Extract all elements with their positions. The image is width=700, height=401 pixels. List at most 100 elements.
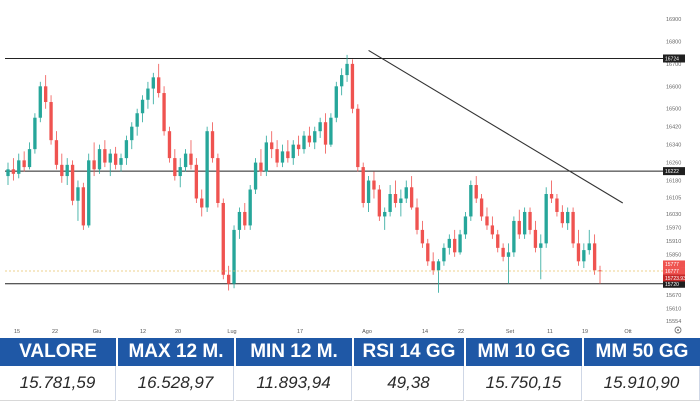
candle-body [517, 220, 521, 235]
price-tag [663, 267, 685, 275]
candle-body [356, 108, 360, 168]
candle-body [189, 153, 193, 165]
candle-body [205, 131, 209, 208]
candle-body [539, 243, 543, 248]
candle-body [92, 160, 96, 170]
candle-body [485, 216, 489, 226]
candle-body [17, 160, 21, 174]
candle-body [183, 153, 188, 168]
candle-body [426, 243, 430, 262]
candle-body [533, 229, 538, 248]
candlestick-chart: 1555415610156701573015790158501591015970… [5, 17, 686, 335]
candle-body [587, 243, 591, 251]
price-tag [663, 260, 685, 268]
candle-body [431, 261, 435, 271]
candle-body [453, 238, 457, 253]
candle-body [248, 189, 252, 226]
candle-body [124, 140, 129, 159]
y-tick-label: 15850 [666, 253, 681, 259]
candle-body [216, 158, 220, 203]
x-tick-label: 20 [175, 329, 181, 335]
candle-body [463, 216, 468, 235]
y-tick-label: 16500 [666, 107, 681, 113]
x-tick-label: Set [506, 329, 515, 335]
stat-mm-10: MM 10 GG 15.750,15 [466, 338, 584, 401]
candle-body [496, 234, 500, 248]
stat-min-12m: MIN 12 M. 11.893,94 [236, 338, 354, 401]
candle-body [350, 63, 355, 109]
candle-body [22, 160, 26, 168]
y-tick-label: 16900 [666, 17, 681, 23]
candle-body [226, 274, 231, 284]
candle-body [340, 75, 344, 87]
candle-body [200, 198, 204, 208]
gear-icon [674, 326, 682, 334]
candle-body [549, 194, 554, 199]
candle-body [307, 135, 312, 143]
candle-body [404, 187, 408, 199]
gear-icon-center [677, 329, 679, 331]
candle-body [329, 117, 333, 145]
x-tick-label: 22 [52, 329, 58, 335]
level-tag [663, 279, 685, 288]
candle-body [76, 187, 80, 201]
y-tick-label: 16700 [666, 62, 681, 68]
candle-body [259, 162, 263, 172]
candle-body [366, 180, 371, 203]
stat-header: MM 10 GG [466, 338, 582, 366]
candle-body [506, 252, 511, 257]
candle-body [11, 169, 16, 174]
candle-body [221, 202, 225, 275]
stat-header: MAX 12 M. [118, 338, 234, 366]
y-tick-label: 16340 [666, 143, 681, 149]
x-tick-label: 14 [422, 329, 428, 335]
y-tick-label: 16030 [666, 212, 681, 218]
candle-body [44, 86, 48, 103]
candle-body [474, 185, 478, 199]
candle-body [119, 158, 123, 165]
candle-body [157, 77, 161, 94]
candle-body [237, 211, 242, 230]
y-tick-label: 16105 [666, 195, 681, 201]
candle-body [436, 261, 441, 271]
candle-body [286, 151, 290, 159]
y-tick-label: 16800 [666, 39, 681, 45]
candle-body [140, 99, 145, 114]
y-tick-label: 15610 [666, 306, 681, 312]
y-tick-label: 16180 [666, 179, 681, 185]
candle-body [275, 149, 279, 163]
candle-body [130, 126, 134, 141]
candle-body [103, 149, 107, 163]
price-tag-label: 15723.93 [665, 276, 686, 282]
candle-body [162, 93, 166, 132]
candle-body [33, 117, 37, 150]
stat-value: 15.781,59 [0, 366, 116, 401]
stat-rsi-14: RSI 14 GG 49,38 [354, 338, 466, 401]
x-tick-label: 12 [140, 329, 146, 335]
candle-body [178, 167, 182, 177]
candle-body [415, 207, 419, 230]
candle-body [113, 153, 118, 165]
x-tick-label: 22 [458, 329, 464, 335]
y-tick-label: 15910 [666, 239, 681, 245]
candle-body [334, 86, 338, 118]
candle-body [54, 140, 59, 165]
stat-header: MM 50 GG [584, 338, 700, 366]
candle-body [173, 158, 177, 177]
x-tick-label: 17 [297, 329, 303, 335]
candle-body [420, 229, 425, 244]
y-tick-label: 15670 [666, 293, 681, 299]
candle-body [582, 250, 586, 262]
candle-body [522, 211, 527, 235]
stat-value: 15.750,15 [466, 366, 582, 401]
candle-body [264, 142, 268, 172]
candle-body [270, 142, 274, 150]
candle-body [253, 162, 258, 190]
candle-body [97, 149, 102, 170]
y-tick-label: 16600 [666, 84, 681, 90]
candle-body [167, 131, 172, 159]
stat-valore: VALORE 15.781,59 [0, 338, 118, 401]
candle-body [560, 211, 564, 224]
level-tag-label: 16222 [665, 169, 679, 175]
price-tag-label: 15777 [665, 262, 679, 268]
